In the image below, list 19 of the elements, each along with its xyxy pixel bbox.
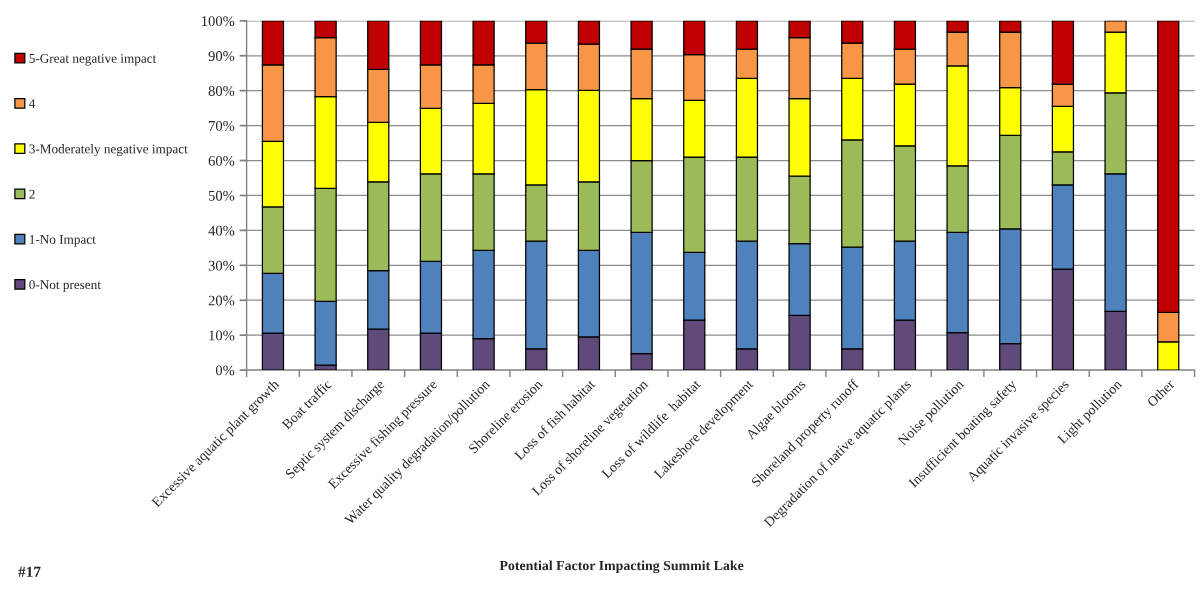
legend-label: 4: [29, 99, 36, 109]
y-tick-label: 10%: [209, 330, 235, 341]
legend-label: 3-Moderately negative impact: [29, 144, 188, 157]
y-tick-label: 40%: [208, 225, 235, 236]
y-tick-label: 30%: [208, 260, 235, 271]
legend-label: 5-Great negative impact: [29, 54, 157, 66]
legend-label: 0-Not present: [29, 280, 101, 292]
y-tick-label: 0%: [215, 365, 235, 376]
y-tick-label: 80%: [208, 86, 235, 96]
y-tick-label: 60%: [208, 155, 235, 166]
x-axis-title: Potential Factor Impacting Summit Lake: [499, 560, 744, 574]
text: #17: [18, 566, 41, 577]
y-tick-label: 20%: [208, 295, 235, 306]
y-tick-label: 100%: [202, 16, 235, 27]
legend-label: 2: [29, 189, 35, 199]
y-tick-label: 70%: [209, 120, 235, 131]
y-tick-label: 90%: [208, 51, 235, 61]
legend-label: 1-No Impact: [29, 235, 96, 247]
y-tick-label: 50%: [208, 190, 235, 201]
